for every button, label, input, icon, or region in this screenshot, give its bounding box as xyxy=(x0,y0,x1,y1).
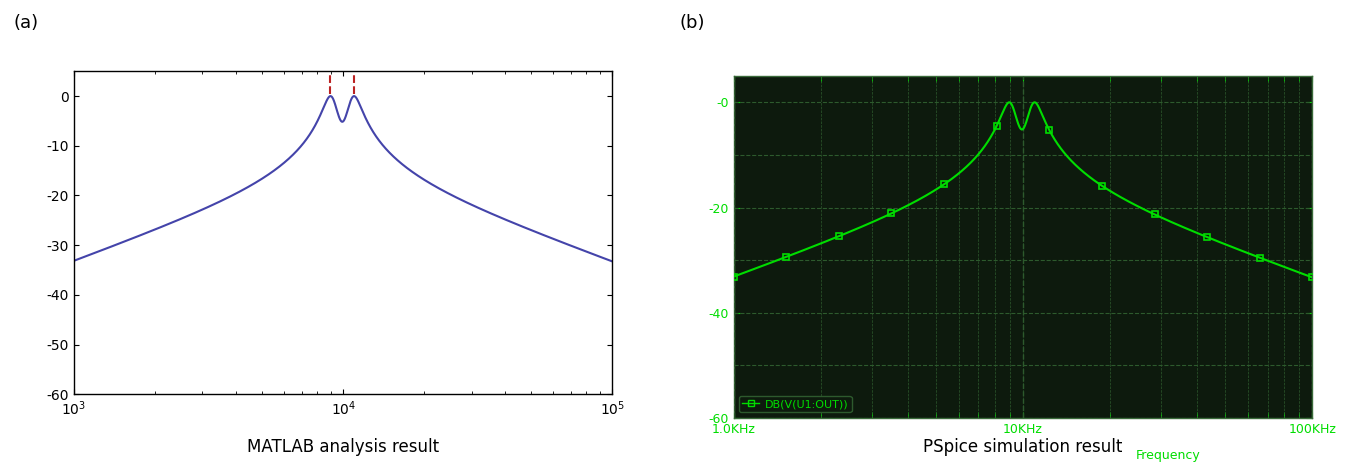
Text: (a): (a) xyxy=(13,14,39,32)
Text: Frequency: Frequency xyxy=(1135,449,1201,462)
Text: MATLAB analysis result: MATLAB analysis result xyxy=(248,438,439,456)
Text: PSpice simulation result: PSpice simulation result xyxy=(923,438,1123,456)
Legend: DB(V(U1:OUT)): DB(V(U1:OUT)) xyxy=(739,396,852,412)
Text: (b): (b) xyxy=(680,14,705,32)
